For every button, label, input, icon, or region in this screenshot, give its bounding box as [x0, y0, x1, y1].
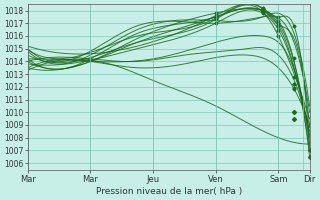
X-axis label: Pression niveau de la mer( hPa ): Pression niveau de la mer( hPa ) — [96, 187, 242, 196]
